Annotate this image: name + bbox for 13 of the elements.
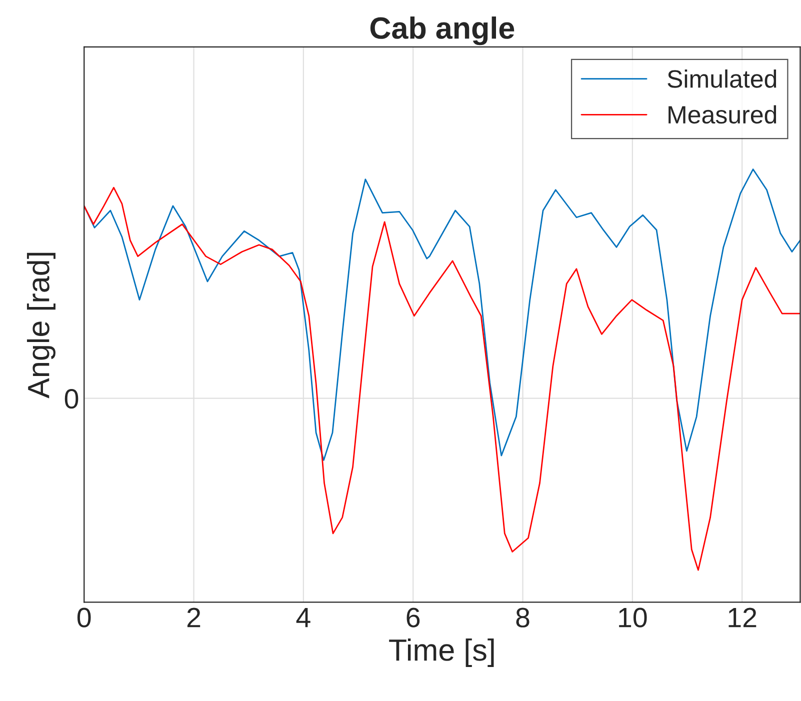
x-tick-label: 10 (619, 608, 647, 628)
x-tick-label: 2 (187, 608, 200, 628)
chart-title: Cab angle (370, 16, 514, 46)
legend-label: Simulated (668, 69, 776, 88)
y-axis-title: Angle [rad] (26, 252, 56, 398)
x-tick-label: 0 (77, 608, 91, 628)
x-tick-label: 12 (728, 608, 756, 628)
x-tick-label: 8 (516, 608, 530, 628)
x-tick-label: 4 (296, 608, 310, 628)
ref-line-label: 0 (64, 388, 78, 409)
x-tick-label: 6 (406, 608, 420, 628)
x-axis-title: Time [s] (389, 638, 494, 667)
legend-label: Measured (668, 105, 776, 124)
